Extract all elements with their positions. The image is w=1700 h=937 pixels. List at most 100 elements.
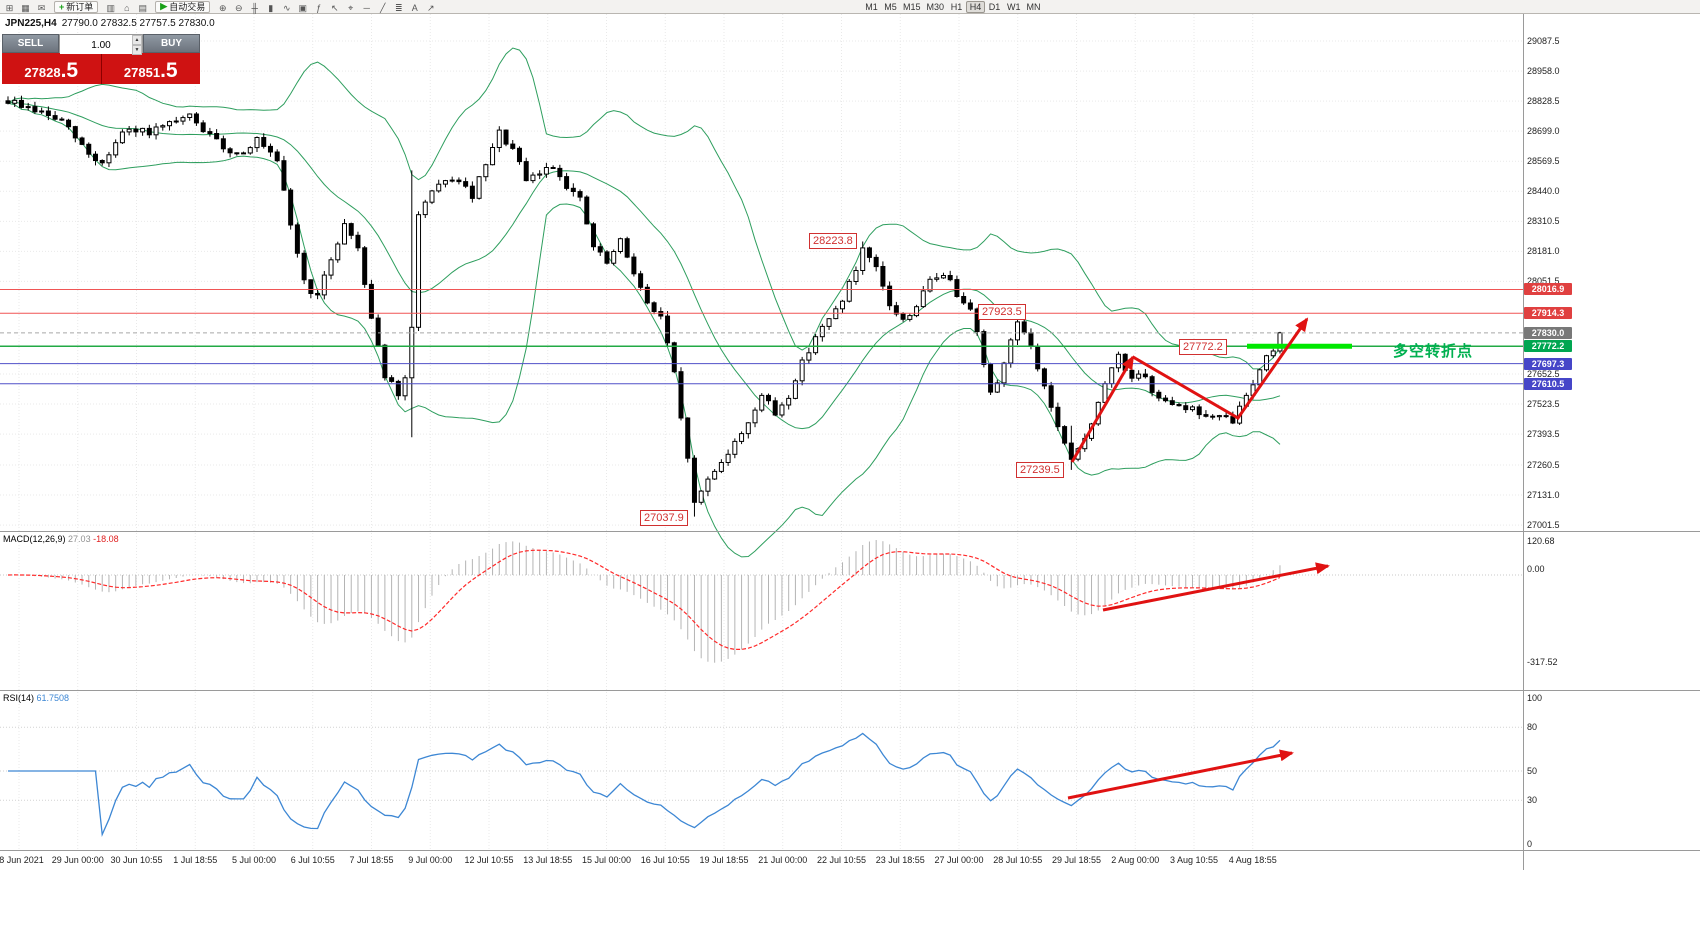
time-axis-label: 19 Jul 18:55 bbox=[699, 855, 749, 865]
buy-button[interactable]: BUY bbox=[143, 34, 200, 53]
price-axis-tick: 28181.0 bbox=[1527, 246, 1560, 257]
time-axis-label: 29 Jul 18:55 bbox=[1051, 855, 1102, 865]
rsi-indicator-label: RSI(14) 61.7508 bbox=[3, 693, 69, 703]
buy-price-main: 27851 bbox=[123, 65, 161, 80]
price-axis-tick: 28828.5 bbox=[1527, 96, 1560, 107]
zoom-out-icon[interactable]: ⊖ bbox=[234, 2, 243, 13]
volume-decrease-button[interactable]: ▼ bbox=[132, 45, 142, 55]
chart-symbol-ohlc: JPN225,H4 27790.0 27832.5 27757.5 27830.0 bbox=[5, 18, 215, 29]
tile-windows-icon[interactable]: ▣ bbox=[298, 2, 307, 13]
navigator-icon[interactable]: ⌂ bbox=[124, 2, 130, 13]
volume-spinner: ▲ ▼ bbox=[132, 35, 142, 55]
timeframe-button-d1[interactable]: D1 bbox=[988, 2, 1001, 12]
bollinger-upper-band bbox=[7, 47, 1281, 370]
rsi-axis-label: 0 bbox=[1527, 839, 1533, 849]
new-order-button[interactable]: + 新订单 bbox=[54, 0, 99, 13]
grid-layer bbox=[0, 14, 1523, 850]
sell-price-fraction: .5 bbox=[60, 59, 79, 82]
candlesticks-layer bbox=[5, 95, 1283, 517]
terminal-icon[interactable]: ▤ bbox=[138, 2, 148, 13]
time-axis-label: 9 Jul 00:00 bbox=[408, 855, 453, 865]
rsi-trend-arrow[interactable] bbox=[1067, 749, 1294, 800]
toolbar-standard-group: ⊞ ▦ ✉ bbox=[2, 1, 49, 13]
buy-price-fraction: .5 bbox=[160, 59, 178, 82]
horizontal-line-icon[interactable]: ─ bbox=[363, 2, 370, 13]
auto-trading-icon: ▶ bbox=[160, 1, 168, 11]
auto-trading-label: 自动交易 bbox=[169, 2, 206, 12]
timeframe-button-mn[interactable]: MN bbox=[1026, 2, 1041, 12]
profiles-icon[interactable]: ▦ bbox=[21, 2, 30, 13]
price-axis-tick: 28569.5 bbox=[1527, 156, 1560, 167]
trend-arrow-zigzag[interactable] bbox=[1132, 317, 1309, 420]
price-axis-tick: 27131.0 bbox=[1527, 490, 1560, 501]
price-axis-tick: 27652.5 bbox=[1527, 369, 1560, 380]
time-axis-label: 21 Jul 00:00 bbox=[758, 855, 808, 865]
crosshair-icon[interactable]: ⌖ bbox=[348, 2, 354, 13]
text-label-icon[interactable]: A bbox=[411, 2, 418, 13]
price-annotation[interactable]: 27923.5 bbox=[978, 304, 1026, 320]
price-tag-27914.3: 27914.3 bbox=[1524, 307, 1572, 320]
zoom-in-icon[interactable]: ⊕ bbox=[218, 2, 227, 13]
price-axis-tick: 28958.0 bbox=[1527, 66, 1560, 77]
volume-increase-button[interactable]: ▲ bbox=[132, 35, 142, 45]
new-order-label: 新订单 bbox=[66, 2, 94, 12]
toolbar-windows-group: ▥ ⌂ ▤ bbox=[103, 1, 150, 13]
buy-price-display[interactable]: 27851.5 bbox=[102, 53, 201, 84]
timeframe-button-h4[interactable]: H4 bbox=[966, 1, 986, 13]
price-axis-tick: 28310.5 bbox=[1527, 216, 1560, 227]
price-axis-tick: 28440.0 bbox=[1527, 186, 1560, 197]
cursor-icon[interactable]: ↖ bbox=[330, 2, 339, 13]
price-axis-tick: 27393.5 bbox=[1527, 429, 1560, 440]
rsi-axis-label: 100 bbox=[1527, 693, 1543, 703]
timeframe-button-m5[interactable]: M5 bbox=[884, 2, 897, 12]
sell-price-main: 27828 bbox=[24, 65, 61, 80]
timeframe-button-m30[interactable]: M30 bbox=[926, 2, 945, 12]
rsi-axis-label: 50 bbox=[1527, 766, 1538, 776]
volume-input[interactable] bbox=[60, 37, 142, 54]
line-chart-icon[interactable]: ∿ bbox=[282, 2, 291, 13]
macd-axis-label: 0.00 bbox=[1527, 564, 1545, 574]
price-axis-tick: 27001.5 bbox=[1527, 520, 1560, 531]
time-axis-label: 15 Jul 00:00 bbox=[581, 855, 632, 865]
macd-axis-label: -317.52 bbox=[1527, 656, 1558, 667]
sell-button[interactable]: SELL bbox=[2, 34, 59, 53]
rsi-axis-label: 80 bbox=[1527, 722, 1538, 733]
alerts-icon[interactable]: ✉ bbox=[37, 2, 46, 13]
price-annotation[interactable]: 27239.5 bbox=[1016, 462, 1064, 478]
bar-chart-icon[interactable]: ╫ bbox=[251, 2, 258, 13]
bollinger-lower-band bbox=[7, 102, 1281, 558]
time-axis-label: 28 Jul 10:55 bbox=[993, 855, 1043, 865]
rsi-axis-label: 30 bbox=[1527, 795, 1538, 806]
time-axis-label: 22 Jul 10:55 bbox=[816, 855, 867, 865]
fibonacci-icon[interactable]: ≣ bbox=[394, 2, 403, 13]
market-watch-icon[interactable]: ▥ bbox=[106, 2, 116, 13]
trendline-icon[interactable]: ╱ bbox=[380, 2, 386, 13]
macd-trend-arrow[interactable] bbox=[1102, 562, 1330, 612]
candlestick-chart-icon[interactable]: ▮ bbox=[268, 2, 274, 13]
macd-axis-label: 120.68 bbox=[1527, 536, 1555, 546]
new-order-icon: + bbox=[59, 1, 65, 12]
timeframe-button-m15[interactable]: M15 bbox=[903, 2, 921, 12]
price-tag-27772.2: 27772.2 bbox=[1524, 340, 1572, 353]
sell-price-display[interactable]: 27828.5 bbox=[2, 53, 102, 84]
timeframe-button-h1[interactable]: H1 bbox=[950, 2, 963, 12]
timeframe-button-m1[interactable]: M1 bbox=[865, 2, 878, 12]
price-axis-tick: 28051.5 bbox=[1527, 276, 1560, 287]
timeframe-button-w1[interactable]: W1 bbox=[1007, 2, 1021, 12]
turning-point-highlight[interactable] bbox=[1247, 343, 1352, 349]
price-annotation[interactable]: 27037.9 bbox=[640, 510, 688, 526]
toolbar-tools-group: ⊕ ⊖ ╫ ▮ ∿ ▣ ƒ ↖ ⌖ ─ ╱ ≣ A ↗ bbox=[215, 1, 438, 13]
trend-arrow-rally-1[interactable] bbox=[1070, 355, 1135, 463]
new-chart-icon[interactable]: ⊞ bbox=[5, 2, 14, 13]
price-annotation[interactable]: 28223.8 bbox=[809, 233, 857, 249]
price-annotation[interactable]: 27772.2 bbox=[1179, 339, 1227, 355]
auto-trading-button[interactable]: ▶ 自动交易 bbox=[155, 0, 211, 13]
macd-histogram bbox=[14, 540, 1281, 663]
time-axis-label: 28 Jun 2021 bbox=[0, 855, 44, 865]
macd-signal-line bbox=[7, 549, 1281, 651]
indicators-icon[interactable]: ƒ bbox=[316, 2, 322, 13]
one-click-trading-panel: SELL ▲ ▼ BUY 27828.5 27851.5 bbox=[2, 34, 200, 84]
arrow-tool-icon[interactable]: ↗ bbox=[426, 2, 435, 13]
volume-box: ▲ ▼ bbox=[59, 34, 143, 55]
turning-point-note[interactable]: 多空转折点 bbox=[1393, 343, 1474, 360]
